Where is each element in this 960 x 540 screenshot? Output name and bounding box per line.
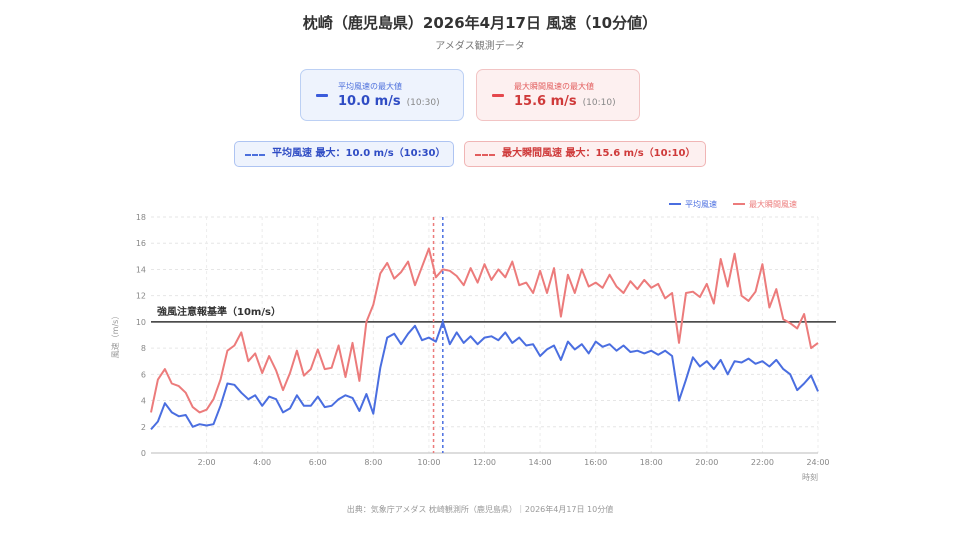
gust-max-marker-label: 最大瞬間風速 最大：15.6 m/s（10:10）	[502, 148, 696, 159]
x-tick-label: 18:00	[640, 458, 663, 467]
y-tick-label: 2	[141, 423, 146, 432]
avg-max-marker-label: 平均風速 最大：10.0 m/s（10:30）	[272, 148, 446, 159]
x-tick-label: 6:00	[309, 458, 327, 467]
x-tick-label: 2:00	[198, 458, 216, 467]
legend-label: 平均風速	[685, 199, 717, 209]
x-tick-label: 12:00	[473, 458, 496, 467]
x-tick-label: 4:00	[253, 458, 271, 467]
avg-max-card-time: (10:30)	[406, 98, 440, 108]
gust-max-card-value-row: 15.6 m/s (10:10)	[514, 94, 616, 109]
gust-dashed-line-icon	[475, 154, 495, 156]
series-line-avg	[150, 320, 819, 431]
x-tick-label: 20:00	[695, 458, 718, 467]
avg-max-card: 平均風速の最大値 10.0 m/s (10:30)	[300, 69, 464, 121]
gust-max-card-time: (10:10)	[582, 98, 616, 108]
chart-title: 枕崎（鹿児島県）2026年4月17日 風速（10分値）	[302, 14, 658, 32]
gust-max-card-value: 15.6 m/s	[514, 94, 577, 109]
x-tick-label: 24:00	[806, 458, 829, 467]
y-tick-label: 0	[141, 449, 146, 458]
series-line-gust	[150, 247, 819, 414]
x-tick-label: 14:00	[529, 458, 552, 467]
y-tick-label: 18	[136, 213, 146, 222]
x-tick-label: 22:00	[751, 458, 774, 467]
y-tick-label: 12	[136, 292, 146, 301]
y-tick-label: 10	[136, 318, 146, 327]
gust-max-card: 最大瞬間風速の最大値 15.6 m/s (10:10)	[476, 69, 640, 121]
y-tick-label: 8	[141, 344, 146, 353]
avg-max-card-label: 平均風速の最大値	[338, 82, 402, 91]
y-tick-label: 6	[141, 370, 146, 379]
avg-max-marker-legend: 平均風速 最大：10.0 m/s（10:30）	[234, 141, 454, 167]
avg-max-card-value-row: 10.0 m/s (10:30)	[338, 94, 440, 109]
x-tick-label: 16:00	[584, 458, 607, 467]
gust-max-marker-legend: 最大瞬間風速 最大：15.6 m/s（10:10）	[464, 141, 706, 167]
avg-dashed-line-icon	[245, 154, 265, 156]
y-tick-label: 4	[141, 397, 146, 406]
threshold-label: 強風注意報基準（10m/s）	[157, 305, 281, 318]
y-axis-title: 風速（m/s）	[111, 312, 120, 359]
y-tick-label: 14	[136, 265, 146, 274]
x-axis-title: 時刻	[802, 472, 818, 482]
chart-subtitle: アメダス観測データ	[435, 41, 525, 52]
gust-color-mark	[492, 94, 504, 97]
x-tick-label: 8:00	[364, 458, 382, 467]
source-note: 出典：気象庁アメダス 枕崎観測所（鹿児島県）｜2026年4月17日 10分値	[346, 505, 614, 514]
y-tick-label: 16	[136, 239, 146, 248]
x-tick-label: 10:00	[417, 458, 440, 467]
legend-label: 最大瞬間風速	[749, 199, 797, 209]
gust-max-card-label: 最大瞬間風速の最大値	[514, 82, 594, 91]
avg-color-mark	[316, 94, 328, 97]
avg-max-card-value: 10.0 m/s	[338, 94, 401, 109]
